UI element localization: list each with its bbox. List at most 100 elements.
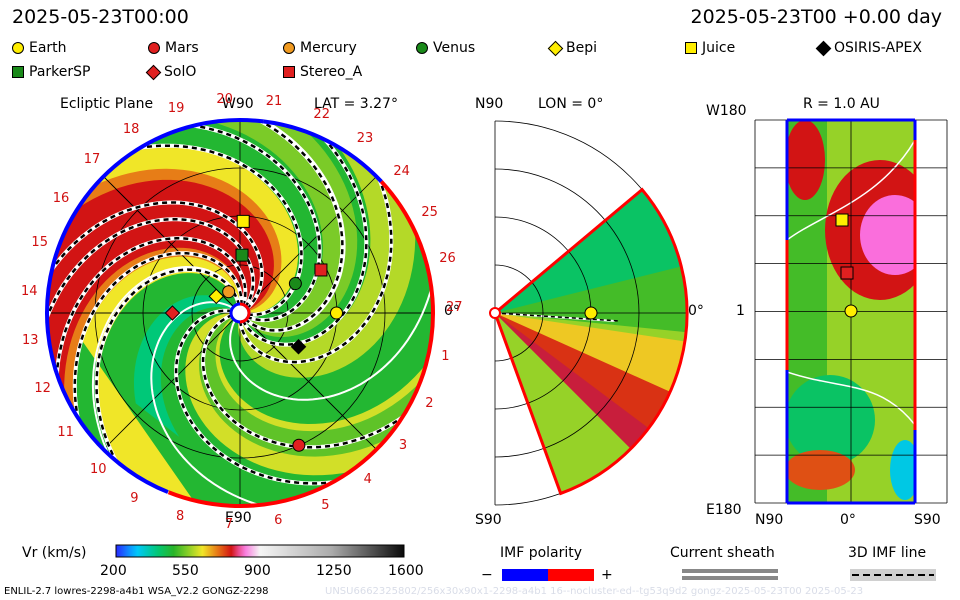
marker-stereo-a (314, 263, 328, 277)
carrington-label: 22 (313, 106, 330, 122)
carrington-label: 2 (425, 395, 434, 411)
radial-s90-label: S90 (914, 512, 941, 528)
radial-w180-label: W180 (706, 103, 747, 119)
current-sheath-title: Current sheath (670, 545, 775, 561)
meridional-n90-label: N90 (475, 96, 504, 112)
legend-item-venus: Venus (416, 40, 475, 56)
carrington-label: 15 (31, 235, 48, 251)
carrington-label: 13 (21, 332, 39, 348)
carrington-label: 11 (57, 424, 74, 440)
carrington-label: 6 (274, 512, 283, 528)
legend-marker-square-icon (12, 66, 24, 78)
timestamp-left: 2025-05-23T00:00 (12, 6, 189, 28)
carrington-label: 16 (52, 190, 70, 206)
colorbar-tick: 1600 (388, 563, 424, 579)
imf-negative-swatch (502, 569, 548, 581)
meridional-zero-label: 0° (688, 303, 704, 319)
legend-item-solo: SolO (145, 64, 197, 80)
legend-marker-square-icon (685, 42, 697, 54)
legend-marker-circle-icon (148, 42, 160, 54)
meridional-lon-label: LON = 0° (538, 96, 604, 112)
carrington-label: 1 (441, 348, 450, 364)
legend-label: ParkerSP (29, 64, 91, 80)
carrington-label: 3 (398, 437, 408, 453)
legend-item-mars: Mars (148, 40, 199, 56)
legend-label: Venus (433, 40, 476, 56)
colorbar-tick: 200 (100, 563, 127, 579)
current-sheath-line (150, 301, 372, 506)
marker-earth (330, 306, 343, 320)
carrington-label: 7 (224, 516, 234, 532)
meridional-s90-label: S90 (475, 512, 502, 528)
radial-zero-label: 0° (840, 512, 856, 528)
imf3d-title: 3D IMF line (848, 545, 927, 561)
carrington-label: 17 (83, 152, 101, 168)
lightgreen-band-south (55, 120, 358, 337)
imf-line (150, 120, 344, 332)
ecliptic-lat-label: LAT = 3.27° (314, 96, 398, 112)
red-blob-top (787, 120, 825, 200)
legend-label: Earth (29, 40, 67, 56)
current-sheath-line-bottom (787, 371, 915, 426)
colorbar-label: Vr (km/s) (22, 545, 87, 561)
imf-positive-swatch (548, 569, 594, 581)
red-band (47, 179, 274, 506)
radial-r-label: R = 1.0 AU (803, 96, 880, 112)
carrington-label: 27 (445, 299, 463, 315)
carrington-label: 8 (176, 509, 185, 525)
cyan-band (133, 295, 237, 437)
radial-n90-label: N90 (755, 512, 784, 528)
legend-item-stereo-a: Stereo_A (283, 64, 362, 80)
legend-item-mercury: Mercury (283, 40, 357, 56)
marker-earth (584, 306, 598, 320)
carrington-label: 12 (34, 380, 51, 396)
timestamp-right: 2025-05-23T00 +0.00 day (690, 6, 942, 28)
colorbar (115, 544, 405, 558)
ecliptic-title: Ecliptic Plane (60, 96, 154, 112)
carrington-label: 25 (421, 204, 438, 220)
legend-label: SolO (164, 64, 197, 80)
radial-one-label: 1 (736, 303, 745, 319)
wedge-boundary (493, 187, 689, 496)
legend-label: Mars (165, 40, 199, 56)
legend-label: Stereo_A (300, 64, 363, 80)
colorbar-tick: 1250 (316, 563, 352, 579)
legend-item-bepi: Bepi (547, 40, 597, 56)
boundary-arc-positive (167, 180, 435, 508)
imf-plus-sign: + (601, 567, 613, 583)
carrington-label: 23 (356, 130, 374, 146)
pink-blob (860, 195, 915, 275)
marker-bepi (208, 288, 225, 305)
carrington-label: 21 (265, 93, 283, 109)
marker-osiris-apex (290, 338, 307, 355)
carrington-label: 10 (89, 461, 107, 477)
model-info-footer: ENLIL-2.7 lowres-2298-a4b1 WSA_V2.2 GONG… (4, 586, 269, 597)
sun-polarity-arc (239, 302, 251, 324)
legend-label: Mercury (300, 40, 357, 56)
colorbar-tick: 550 (172, 563, 199, 579)
legend-marker-circle-icon (283, 42, 295, 54)
marker-solo (164, 305, 181, 321)
boundary-arc-negative-left (45, 118, 264, 494)
legend-marker-circle-icon (12, 42, 24, 54)
carrington-label: 18 (122, 121, 140, 137)
orange-blob (787, 450, 855, 490)
imf-line (47, 217, 255, 430)
sun-icon (489, 307, 501, 319)
legend-marker-square-icon (283, 66, 295, 78)
marker-juice (835, 213, 849, 227)
ecliptic-w90-label: W90 (222, 96, 254, 112)
sheath-swatch-2 (682, 576, 778, 580)
cyan-blob (787, 375, 875, 465)
current-sheath-line-top (787, 139, 915, 241)
carrington-label: 5 (321, 497, 330, 513)
run-id-footer: UNSU6662325802/256x30x90x1-2298-a4b1 16-… (325, 586, 864, 597)
boundary-arc-negative-top (263, 119, 383, 183)
marker-juice (236, 214, 250, 228)
marker-parkersp (235, 248, 249, 262)
marker-stereo-a (840, 266, 854, 280)
carrington-label: 20 (216, 91, 233, 107)
carrington-label: 9 (130, 490, 139, 506)
imf-minus-sign: − (481, 567, 493, 583)
